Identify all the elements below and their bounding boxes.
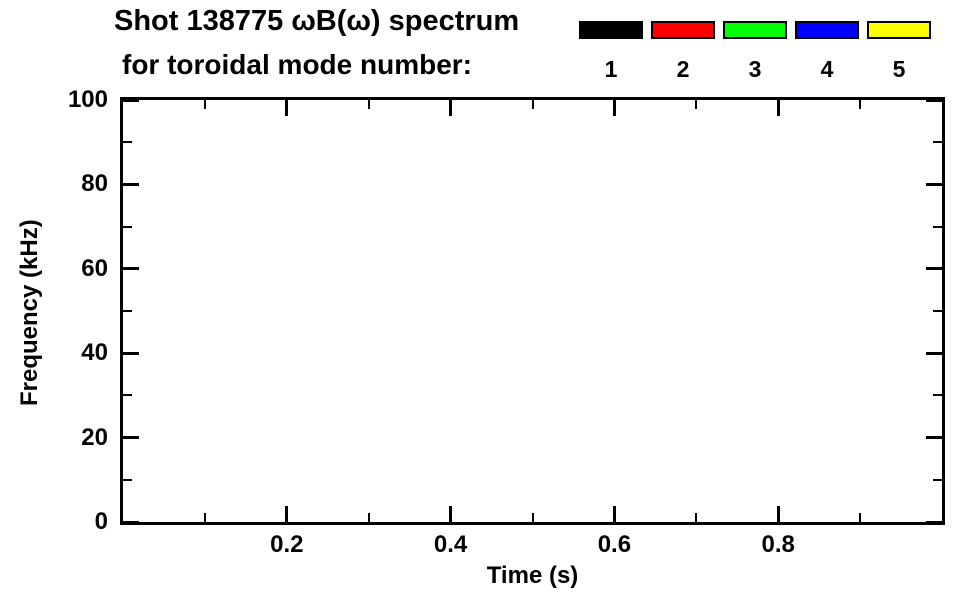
y-tick-label: 0 bbox=[94, 508, 108, 535]
y-tick-label: 100 bbox=[67, 86, 108, 113]
x-tick-label: 0.8 bbox=[761, 531, 795, 558]
legend-numbers: 1 2 3 4 5 bbox=[579, 56, 931, 83]
tick-mark bbox=[859, 513, 862, 522]
tick-mark bbox=[933, 394, 942, 397]
tick-mark bbox=[859, 100, 862, 109]
tick-mark bbox=[123, 478, 132, 481]
x-tick-label: 0.2 bbox=[270, 531, 304, 558]
legend-label-n2: 2 bbox=[676, 56, 690, 82]
tick-mark bbox=[531, 100, 534, 109]
tick-mark bbox=[531, 513, 534, 522]
legend-label-n1: 1 bbox=[604, 56, 618, 82]
tick-mark bbox=[776, 506, 780, 522]
tick-mark bbox=[367, 513, 370, 522]
tick-mark bbox=[612, 506, 616, 522]
tick-mark bbox=[203, 513, 206, 522]
tick-mark bbox=[695, 513, 698, 522]
plot-area bbox=[120, 97, 945, 525]
y-tick-label: 20 bbox=[81, 423, 108, 451]
tick-mark bbox=[203, 100, 206, 109]
legend-label-n3: 3 bbox=[748, 56, 762, 82]
tick-mark bbox=[926, 182, 942, 186]
tick-mark bbox=[285, 506, 289, 522]
tick-mark bbox=[123, 310, 132, 312]
tick-mark bbox=[926, 98, 942, 102]
y-tick-label: 80 bbox=[81, 170, 108, 198]
tick-mark bbox=[123, 520, 139, 524]
legend-swatch-n3 bbox=[723, 21, 787, 39]
tick-mark bbox=[285, 100, 289, 116]
tick-mark bbox=[933, 225, 942, 228]
x-tick-label: 0.6 bbox=[597, 531, 632, 558]
tick-mark bbox=[123, 436, 139, 440]
y-axis-title: Frequency (kHz) bbox=[16, 219, 43, 406]
legend-label-n4: 4 bbox=[820, 56, 834, 82]
legend-swatch-n1 bbox=[579, 21, 643, 39]
tick-mark bbox=[123, 225, 132, 228]
tick-mark bbox=[776, 100, 780, 116]
tick-mark bbox=[695, 100, 698, 109]
x-tick-label: 0.4 bbox=[433, 531, 468, 558]
tick-mark bbox=[123, 267, 139, 271]
tick-mark bbox=[123, 394, 132, 397]
tick-mark bbox=[933, 310, 942, 312]
x-axis-title: Time (s) bbox=[486, 562, 579, 589]
tick-mark bbox=[926, 520, 942, 524]
tick-mark bbox=[123, 98, 139, 102]
tick-mark bbox=[612, 100, 616, 116]
legend-swatch-n5 bbox=[867, 21, 931, 39]
legend-swatch-n2 bbox=[651, 21, 715, 39]
legend-swatches bbox=[579, 21, 931, 39]
tick-mark bbox=[367, 100, 370, 109]
chart-title: Shot 138775 ωB(ω) spectrum bbox=[114, 5, 520, 37]
legend-swatch-n4 bbox=[795, 21, 859, 39]
tick-mark bbox=[926, 351, 942, 355]
legend-label-n5: 5 bbox=[892, 56, 906, 82]
tick-mark bbox=[123, 141, 132, 144]
tick-mark bbox=[933, 141, 942, 144]
chart-subtitle: for toroidal mode number: bbox=[122, 49, 472, 80]
tick-mark bbox=[449, 100, 453, 116]
tick-mark bbox=[933, 478, 942, 481]
tick-mark bbox=[926, 436, 942, 440]
tick-mark bbox=[926, 267, 942, 271]
tick-mark bbox=[449, 506, 453, 522]
tick-mark bbox=[123, 182, 139, 186]
tick-mark bbox=[123, 351, 139, 355]
